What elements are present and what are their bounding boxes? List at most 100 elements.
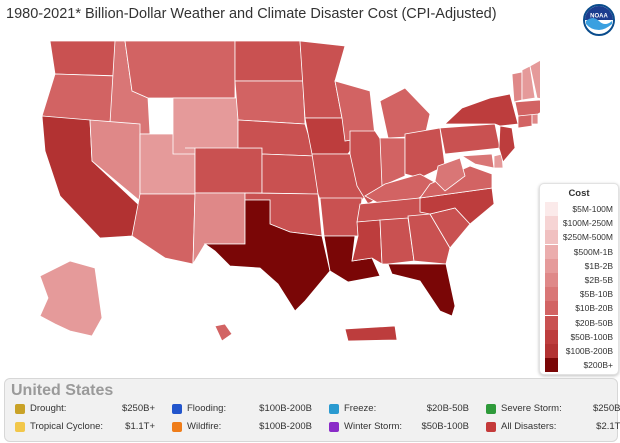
disaster-stat: Tropical Cyclone: $1.1T+ — [15, 421, 155, 435]
disaster-value: $100B-200B — [259, 403, 312, 414]
territory-puerto-rico[interactable] — [344, 325, 398, 342]
legend-item: $50B-100B — [545, 329, 615, 344]
disaster-color-swatch — [329, 422, 339, 432]
disaster-stat: Wildfire: $100B-200B — [172, 421, 312, 435]
legend-label: $50B-100B — [570, 331, 613, 342]
us-choropleth-map — [39, 40, 540, 342]
disaster-label: Wildfire: — [187, 421, 222, 432]
state-ohio[interactable] — [404, 127, 446, 179]
disaster-color-swatch — [486, 422, 496, 432]
legend-label: $250M-500M — [562, 232, 613, 243]
legend-swatch — [545, 344, 558, 358]
disaster-value: $1.1T+ — [125, 421, 155, 432]
disaster-value: $100B-200B — [259, 421, 312, 432]
legend-swatch — [545, 315, 558, 330]
legend-label: $500M-1B — [573, 246, 613, 257]
disaster-stat: All Disasters: $2.1T+ — [486, 421, 620, 435]
disaster-label: Drought: — [30, 403, 67, 414]
disaster-value: $2.1T+ — [596, 421, 620, 432]
disaster-label: Severe Storm: — [501, 403, 562, 414]
disaster-stat: Drought: $250B+ — [15, 403, 155, 417]
state-rhode-island[interactable] — [531, 113, 539, 125]
legend-label: $10B-20B — [575, 303, 613, 314]
disaster-color-swatch — [15, 404, 25, 414]
disaster-color-swatch — [172, 404, 182, 414]
legend-title: Cost — [568, 188, 590, 199]
state-hawaii[interactable] — [214, 323, 233, 342]
state-new-hampshire[interactable] — [521, 65, 536, 101]
disaster-color-swatch — [486, 404, 496, 414]
disaster-color-swatch — [329, 404, 339, 414]
state-north-dakota[interactable] — [234, 40, 304, 82]
noaa-logo-text: NOAA — [590, 14, 608, 20]
legend-item: $200B+ — [545, 358, 615, 373]
state-georgia[interactable] — [407, 213, 451, 265]
state-indiana[interactable] — [379, 137, 406, 187]
state-kansas[interactable] — [261, 153, 319, 195]
legend-swatch — [545, 244, 558, 259]
state-montana[interactable] — [124, 40, 236, 99]
legend-label: $1B-2B — [584, 260, 613, 271]
state-alaska[interactable] — [39, 260, 103, 337]
disaster-label: Flooding: — [187, 403, 227, 414]
legend-item: $20B-50B — [545, 315, 615, 330]
state-west-virginia[interactable] — [434, 157, 466, 192]
state-michigan[interactable] — [379, 87, 431, 139]
state-pennsylvania[interactable] — [439, 123, 501, 155]
disaster-label: All Disasters: — [501, 421, 557, 432]
legend-label: $200B+ — [583, 360, 613, 371]
legend-swatch — [545, 287, 558, 302]
state-maine[interactable] — [529, 56, 540, 101]
legend-label: $100M-250M — [562, 218, 613, 229]
legend-label: $5M-100M — [572, 204, 613, 214]
legend-item: $10B-20B — [545, 301, 615, 316]
legend-item: $2B-5B — [545, 273, 615, 287]
disaster-label: Freeze: — [344, 403, 377, 414]
legend-item: $500M-1B — [545, 244, 615, 259]
state-colorado[interactable] — [185, 147, 263, 194]
state-texas[interactable] — [203, 199, 331, 312]
disaster-value: $20B-50B — [426, 403, 469, 414]
legend-swatch — [545, 358, 558, 373]
legend-item: $1B-2B — [545, 258, 615, 273]
cost-legend: Cost $5M-100M $100M-250M $250M-500M $500M-1… — [539, 183, 619, 375]
noaa-logo-icon: NOAA — [583, 4, 615, 36]
legend-swatch — [545, 329, 558, 344]
legend-swatch — [545, 202, 558, 216]
legend-item: $5M-100M — [545, 202, 615, 216]
state-north-carolina[interactable] — [419, 187, 495, 225]
state-minnesota[interactable] — [299, 40, 346, 119]
legend-swatch — [545, 216, 558, 231]
state-oregon[interactable] — [41, 73, 116, 124]
state-arizona[interactable] — [131, 193, 196, 265]
legend-label: $100B-200B — [565, 346, 613, 356]
state-new-jersey[interactable] — [498, 125, 516, 163]
page-title: 1980-2021* Billion-Dollar Weather and Cl… — [6, 6, 497, 22]
legend-label: $5B-10B — [579, 289, 613, 300]
legend-swatch — [545, 230, 558, 245]
state-louisiana[interactable] — [323, 235, 381, 283]
legend-item: $100M-250M — [545, 216, 615, 231]
legend-item: $5B-10B — [545, 287, 615, 302]
disaster-label: Tropical Cyclone: — [30, 421, 104, 432]
state-alabama[interactable] — [379, 217, 415, 265]
state-maryland[interactable] — [460, 153, 495, 169]
state-vermont[interactable] — [511, 71, 523, 103]
state-arkansas[interactable] — [319, 197, 363, 237]
state-new-york[interactable] — [443, 93, 519, 127]
legend-label: $2B-5B — [584, 275, 613, 285]
disaster-value: $50B-100B — [421, 421, 469, 432]
legend-item: $100B-200B — [545, 344, 615, 358]
state-delaware[interactable] — [493, 153, 504, 169]
legend-swatch — [545, 258, 558, 273]
legend-label: $20B-50B — [575, 317, 613, 328]
state-south-dakota[interactable] — [234, 80, 306, 125]
disaster-value: $250B+ — [592, 403, 620, 414]
state-wyoming[interactable] — [172, 97, 239, 155]
disaster-label: Winter Storm: — [344, 421, 403, 432]
legend-swatch — [545, 273, 558, 287]
disaster-color-swatch — [172, 422, 182, 432]
state-florida[interactable] — [387, 263, 456, 317]
disaster-stat: Winter Storm: $50B-100B — [329, 421, 469, 435]
state-massachusetts[interactable] — [514, 99, 540, 117]
